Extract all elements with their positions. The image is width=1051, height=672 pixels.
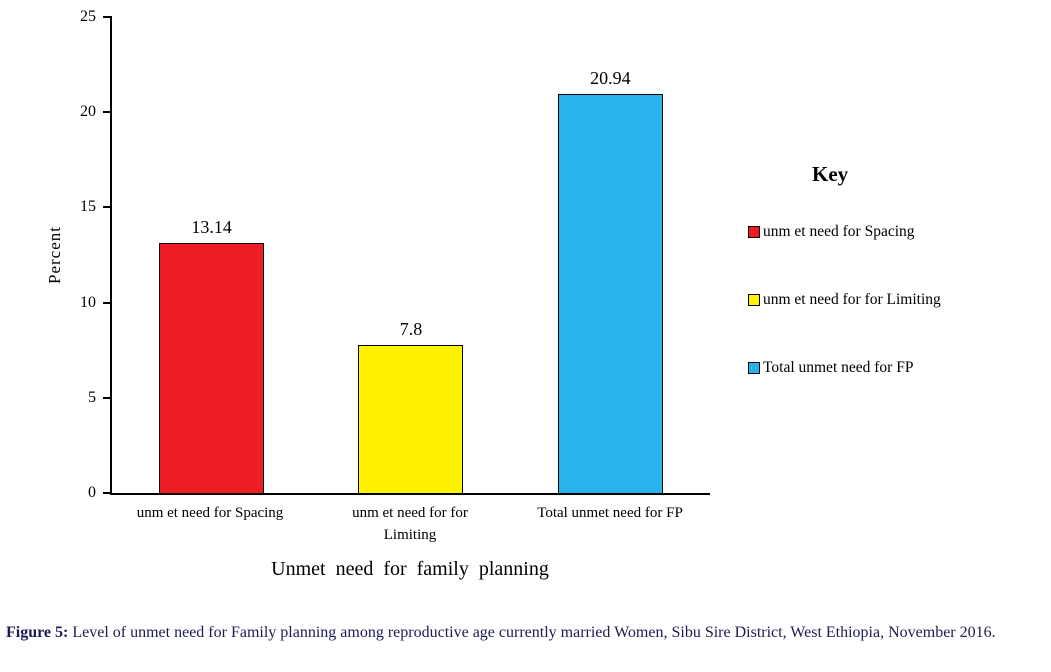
legend-label: Total unmet need for FP — [763, 359, 914, 376]
legend-entry-spacing: unm et need for Spacing — [748, 223, 1038, 241]
caption-figure-number: Figure 5: — [6, 624, 69, 641]
legend: Key unm et need for Spacing unm et need … — [748, 162, 1038, 427]
legend-title: Key — [812, 162, 849, 186]
y-axis-title: Percent — [45, 226, 64, 284]
legend-label: unm et need for Spacing — [763, 223, 915, 240]
legend-swatch-red — [748, 226, 760, 238]
bar-value-label: 7.8 — [399, 318, 423, 339]
category-label-limiting: unm et need for for Limiting — [352, 505, 468, 543]
legend-swatch-yellow — [748, 294, 760, 306]
y-tick-label: 5 — [88, 388, 96, 406]
y-tick-mark — [103, 206, 112, 209]
category-label-spacing: unm et need for Spacing — [136, 505, 284, 521]
x-category-labels: unm et need for Spacing unm et need for … — [110, 503, 710, 547]
legend-entry-total-fp: Total unmet need for FP — [748, 359, 1038, 377]
legend-entry-limiting: unm et need for for Limiting — [748, 291, 1038, 309]
y-tick-label: 20 — [80, 103, 96, 121]
y-tick-label: 15 — [80, 198, 96, 216]
bar-value-label: 20.94 — [590, 68, 631, 89]
y-tick-label: 25 — [80, 8, 96, 25]
plot-area: 0 5 10 15 20 25 13.14 7 — [80, 8, 710, 501]
y-tick-mark — [103, 111, 112, 114]
y-tick-mark — [103, 492, 112, 494]
bar-slot-total-fp: 20.94 — [511, 17, 710, 493]
bar-slot-limiting: 7.8 — [311, 17, 510, 493]
x-axis-title: Unmet need for family planning — [271, 558, 549, 580]
bars-container: 13.14 7.8 20.94 — [112, 17, 710, 493]
y-tick-mark — [103, 16, 112, 18]
caption-text: Level of unmet need for Family planning … — [68, 624, 996, 641]
bar-slot-spacing: 13.14 — [112, 17, 311, 493]
bar-unmet-need-limiting — [358, 344, 464, 493]
category-label-total-fp: Total unmet need for FP — [537, 505, 683, 521]
y-tick-label: 0 — [88, 484, 96, 501]
legend-label: unm et need for for Limiting — [763, 291, 941, 308]
y-tick-mark — [103, 396, 112, 399]
bar-total-unmet-need-fp — [557, 94, 663, 493]
y-tick-label: 10 — [80, 293, 96, 311]
bar-unmet-need-spacing — [159, 242, 265, 493]
legend-swatch-blue — [748, 362, 760, 374]
figure-caption: Figure 5: Level of unmet need for Family… — [6, 622, 1045, 644]
y-tick-mark — [103, 301, 112, 304]
bar-value-label: 13.14 — [191, 216, 232, 237]
